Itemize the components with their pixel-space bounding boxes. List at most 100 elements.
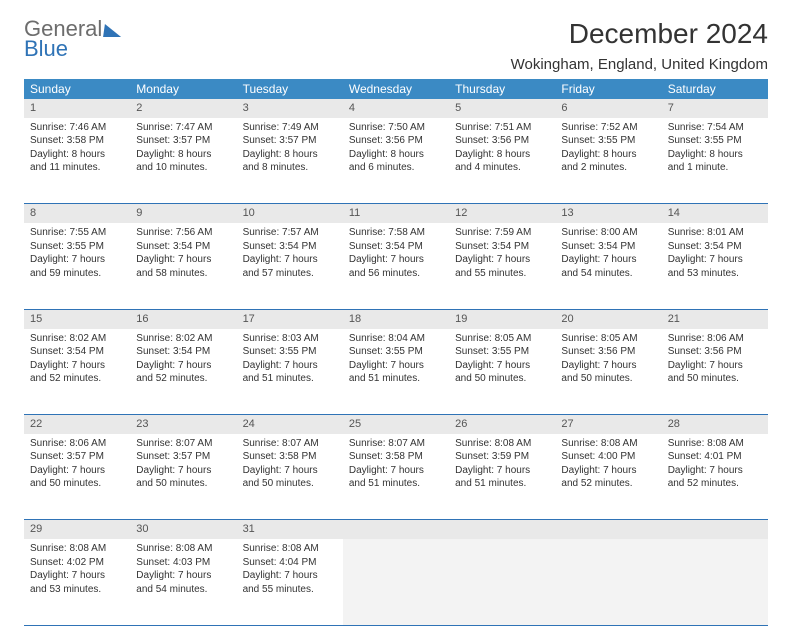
daylight-text: Daylight: 7 hours and 53 minutes.: [668, 253, 762, 280]
day-cell: Sunrise: 7:58 AMSunset: 3:54 PMDaylight:…: [343, 223, 449, 309]
day-cell: Sunrise: 7:57 AMSunset: 3:54 PMDaylight:…: [237, 223, 343, 309]
daylight-text: Daylight: 7 hours and 54 minutes.: [561, 253, 655, 280]
daylight-text: Daylight: 7 hours and 54 minutes.: [136, 569, 230, 596]
calendar-table: Sunday Monday Tuesday Wednesday Thursday…: [24, 79, 768, 626]
day-cell: Sunrise: 8:05 AMSunset: 3:56 PMDaylight:…: [555, 329, 661, 415]
sunset-text: Sunset: 3:54 PM: [455, 240, 549, 254]
daylight-text: Daylight: 7 hours and 52 minutes.: [561, 464, 655, 491]
sunrise-text: Sunrise: 7:59 AM: [455, 226, 549, 240]
sunset-text: Sunset: 3:57 PM: [243, 134, 337, 148]
day-number: 13: [555, 204, 661, 223]
sunrise-text: Sunrise: 8:08 AM: [668, 437, 762, 451]
week-row: Sunrise: 8:06 AMSunset: 3:57 PMDaylight:…: [24, 434, 768, 520]
sunset-text: Sunset: 3:55 PM: [455, 345, 549, 359]
sunrise-text: Sunrise: 8:04 AM: [349, 332, 443, 346]
location-label: Wokingham, England, United Kingdom: [511, 56, 768, 73]
day-number: 15: [24, 309, 130, 328]
day-number: 30: [130, 520, 236, 539]
daynum-row: 891011121314: [24, 204, 768, 223]
week-row: Sunrise: 8:02 AMSunset: 3:54 PMDaylight:…: [24, 329, 768, 415]
day-cell: Sunrise: 7:51 AMSunset: 3:56 PMDaylight:…: [449, 118, 555, 204]
daylight-text: Daylight: 7 hours and 57 minutes.: [243, 253, 337, 280]
sunset-text: Sunset: 4:00 PM: [561, 450, 655, 464]
day-cell: Sunrise: 7:59 AMSunset: 3:54 PMDaylight:…: [449, 223, 555, 309]
week-row: Sunrise: 7:46 AMSunset: 3:58 PMDaylight:…: [24, 118, 768, 204]
day-number: 9: [130, 204, 236, 223]
daylight-text: Daylight: 8 hours and 2 minutes.: [561, 148, 655, 175]
day-cell: Sunrise: 8:08 AMSunset: 4:03 PMDaylight:…: [130, 539, 236, 625]
weekday-header: Tuesday: [237, 79, 343, 99]
day-cell: Sunrise: 8:02 AMSunset: 3:54 PMDaylight:…: [130, 329, 236, 415]
day-number: 5: [449, 99, 555, 118]
day-cell: Sunrise: 8:08 AMSunset: 3:59 PMDaylight:…: [449, 434, 555, 520]
sail-icon: [103, 24, 123, 37]
month-title: December 2024: [511, 18, 768, 50]
day-number: 18: [343, 309, 449, 328]
day-number: 29: [24, 520, 130, 539]
sunrise-text: Sunrise: 8:02 AM: [30, 332, 124, 346]
day-cell: Sunrise: 7:55 AMSunset: 3:55 PMDaylight:…: [24, 223, 130, 309]
sunset-text: Sunset: 3:56 PM: [455, 134, 549, 148]
sunrise-text: Sunrise: 8:07 AM: [243, 437, 337, 451]
sunrise-text: Sunrise: 8:06 AM: [30, 437, 124, 451]
day-number: 3: [237, 99, 343, 118]
sunset-text: Sunset: 4:04 PM: [243, 556, 337, 570]
daylight-text: Daylight: 8 hours and 4 minutes.: [455, 148, 549, 175]
weekday-header: Saturday: [662, 79, 768, 99]
day-number: 24: [237, 415, 343, 434]
sunrise-text: Sunrise: 8:07 AM: [136, 437, 230, 451]
sunrise-text: Sunrise: 7:47 AM: [136, 121, 230, 135]
day-number: 2: [130, 99, 236, 118]
sunset-text: Sunset: 3:59 PM: [455, 450, 549, 464]
day-cell: Sunrise: 8:02 AMSunset: 3:54 PMDaylight:…: [24, 329, 130, 415]
daylight-text: Daylight: 7 hours and 55 minutes.: [455, 253, 549, 280]
day-number: 11: [343, 204, 449, 223]
sunset-text: Sunset: 3:57 PM: [136, 134, 230, 148]
daynum-row: 22232425262728: [24, 415, 768, 434]
sunset-text: Sunset: 3:58 PM: [243, 450, 337, 464]
day-cell: Sunrise: 8:01 AMSunset: 3:54 PMDaylight:…: [662, 223, 768, 309]
empty-cell: [449, 539, 555, 625]
sunset-text: Sunset: 4:03 PM: [136, 556, 230, 570]
daylight-text: Daylight: 7 hours and 58 minutes.: [136, 253, 230, 280]
sunset-text: Sunset: 3:54 PM: [349, 240, 443, 254]
day-cell: Sunrise: 7:46 AMSunset: 3:58 PMDaylight:…: [24, 118, 130, 204]
sunrise-text: Sunrise: 7:56 AM: [136, 226, 230, 240]
day-number: 25: [343, 415, 449, 434]
day-cell: Sunrise: 8:07 AMSunset: 3:58 PMDaylight:…: [343, 434, 449, 520]
sunrise-text: Sunrise: 7:54 AM: [668, 121, 762, 135]
week-row: Sunrise: 8:08 AMSunset: 4:02 PMDaylight:…: [24, 539, 768, 625]
sunset-text: Sunset: 3:55 PM: [243, 345, 337, 359]
sunset-text: Sunset: 3:55 PM: [668, 134, 762, 148]
daylight-text: Daylight: 7 hours and 50 minutes.: [561, 359, 655, 386]
day-number: 4: [343, 99, 449, 118]
day-number: 21: [662, 309, 768, 328]
sunrise-text: Sunrise: 8:07 AM: [349, 437, 443, 451]
day-number: 10: [237, 204, 343, 223]
daylight-text: Daylight: 7 hours and 55 minutes.: [243, 569, 337, 596]
day-cell: Sunrise: 8:07 AMSunset: 3:57 PMDaylight:…: [130, 434, 236, 520]
sunset-text: Sunset: 3:54 PM: [30, 345, 124, 359]
sunset-text: Sunset: 3:54 PM: [136, 345, 230, 359]
sunrise-text: Sunrise: 7:52 AM: [561, 121, 655, 135]
sunrise-text: Sunrise: 8:00 AM: [561, 226, 655, 240]
day-number: 7: [662, 99, 768, 118]
sunrise-text: Sunrise: 7:57 AM: [243, 226, 337, 240]
sunrise-text: Sunrise: 8:06 AM: [668, 332, 762, 346]
day-cell: Sunrise: 8:08 AMSunset: 4:04 PMDaylight:…: [237, 539, 343, 625]
day-number: 6: [555, 99, 661, 118]
empty-cell: [449, 520, 555, 539]
day-number: 17: [237, 309, 343, 328]
sunrise-text: Sunrise: 7:46 AM: [30, 121, 124, 135]
sunrise-text: Sunrise: 8:08 AM: [455, 437, 549, 451]
empty-cell: [662, 520, 768, 539]
sunrise-text: Sunrise: 8:05 AM: [455, 332, 549, 346]
day-cell: Sunrise: 8:05 AMSunset: 3:55 PMDaylight:…: [449, 329, 555, 415]
day-number: 28: [662, 415, 768, 434]
daylight-text: Daylight: 8 hours and 1 minute.: [668, 148, 762, 175]
weekday-header: Friday: [555, 79, 661, 99]
daylight-text: Daylight: 7 hours and 52 minutes.: [136, 359, 230, 386]
brand-word-2: Blue: [24, 38, 124, 60]
daylight-text: Daylight: 8 hours and 8 minutes.: [243, 148, 337, 175]
day-number: 1: [24, 99, 130, 118]
